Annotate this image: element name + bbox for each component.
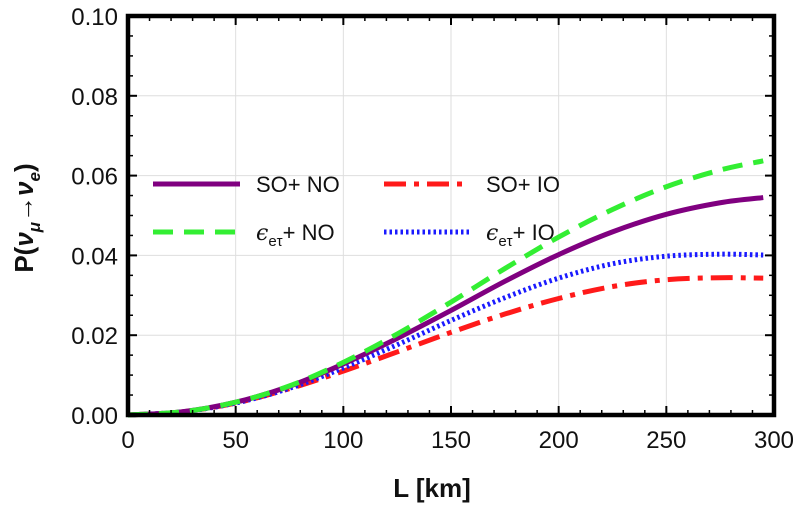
legend-rest-no: + NO [283,220,335,245]
y-tick-label: 0.10 [71,4,118,31]
legend-label-so-no: SO+ NO [256,172,340,197]
x-tick-label: 150 [431,427,471,454]
x-tick-label: 100 [323,427,363,454]
x-tick-label: 250 [646,427,686,454]
legend-label-eps-no: ϵeτ+ NO [256,220,335,250]
y-axis-label: P(νμ→νe) [9,163,44,272]
y-label-arrow: → [9,196,39,222]
y-label-suffix: ) [9,163,39,172]
legend-sub-io: eτ [498,233,512,250]
y-label-sub-e: e [25,172,44,181]
y-tick-label: 0.00 [71,403,118,430]
x-tick-label: 200 [539,427,579,454]
y-tick-label: 0.04 [71,243,118,270]
x-tick-label: 50 [222,427,249,454]
y-label-nu-mu: ν [9,232,39,247]
y-tick-label: 0.08 [71,84,118,111]
legend-item-so-io: SO+ IO [384,172,560,197]
legend-item-eps-io: ϵeτ+ IO [384,220,555,250]
legend-epsilon-io: ϵ [486,221,498,246]
series-layer [127,158,764,418]
legend-sub-no: eτ [268,233,282,250]
x-tick-label: 300 [754,427,793,454]
svg-text:P(νμ→νe): P(νμ→νe) [9,163,44,272]
legend: SO+ NO SO+ IO ϵeτ+ NO ϵeτ+ IO [153,172,560,250]
axis-ticks [127,15,775,416]
legend-label-so-io: SO+ IO [486,172,560,197]
series-line-so-io [127,275,764,418]
grid-lines [127,15,775,416]
legend-label-eps-io: ϵeτ+ IO [486,220,555,250]
legend-item-eps-no: ϵeτ+ NO [153,220,335,250]
x-axis-label: L [km] [393,473,471,503]
y-tick-label: 0.02 [71,323,118,350]
legend-epsilon-no: ϵ [256,221,268,246]
y-label-nu-e: ν [9,181,39,196]
legend-rest-io: + IO [513,220,555,245]
y-label-sub-mu: μ [25,221,44,233]
legend-item-so-no: SO+ NO [153,172,340,197]
series-line-eps-no [127,158,764,418]
x-tick-label: 0 [121,427,134,454]
y-tick-label: 0.06 [71,164,118,191]
tick-labels: 0 50 100 150 200 250 300 0.00 0.02 0.04 0.06 0.08 0.… [71,4,793,454]
y-label-prefix: P( [9,246,39,272]
